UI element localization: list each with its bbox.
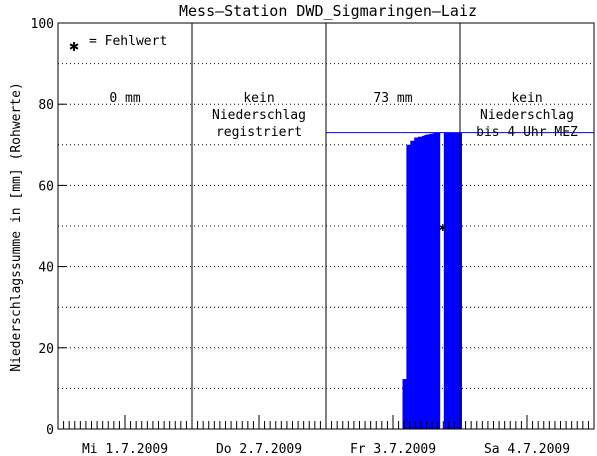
precipitation-bar <box>447 132 451 429</box>
day-annotation-line: kein <box>511 91 542 106</box>
precipitation-bar <box>453 132 456 429</box>
precipitation-bar <box>451 132 455 429</box>
day-label: Fr 3.7.2009 <box>350 442 436 456</box>
day-annotation-line: 73 mm <box>373 91 412 106</box>
day-annotation-line: kein <box>243 91 274 106</box>
precipitation-bar <box>414 137 417 429</box>
day-dividers <box>191 23 461 429</box>
legend: ✱ = Fehlwert <box>69 34 167 55</box>
day-annotations: 0 mm kein Niederschlag registriert 73 mm kein… <box>109 91 578 140</box>
y-tick-label: 100 <box>31 17 54 32</box>
precipitation-bar <box>437 132 441 429</box>
precipitation-bar <box>408 144 412 430</box>
precipitation-bar <box>424 135 427 429</box>
y-axis: 0 20 40 60 80 100 <box>31 17 66 438</box>
day-label: Mi 1.7.2009 <box>82 442 168 456</box>
y-tick-label: 40 <box>38 261 54 276</box>
x-axis-ticks <box>57 415 595 429</box>
precipitation-bar <box>455 132 459 429</box>
precipitation-bar <box>445 132 449 429</box>
precipitation-bar <box>418 136 421 429</box>
precipitation-bar <box>420 136 423 429</box>
precipitation-bar <box>422 135 425 430</box>
day-annotation-line: Niederschlag <box>480 108 574 123</box>
precipitation-bar <box>410 140 413 430</box>
precipitation-bar <box>435 132 439 429</box>
precipitation-bar <box>416 137 419 429</box>
precipitation-bar <box>459 132 462 429</box>
precipitation-bar <box>457 132 460 429</box>
day-annotation-line: 0 mm <box>109 91 140 106</box>
day-label: Sa 4.7.2009 <box>484 442 570 456</box>
precipitation-bar <box>402 379 406 429</box>
day-annotation-line: Niederschlag <box>212 108 306 123</box>
day-annotation-line: bis 4 Uhr MEZ <box>476 125 578 140</box>
precipitation-bar <box>412 140 416 430</box>
precipitation-series <box>402 132 462 430</box>
x-axis-day-labels: Mi 1.7.2009 Do 2.7.2009 Fr 3.7.2009 Sa 4.7.… <box>82 442 570 456</box>
missing-value-marker: ✱ <box>439 220 446 234</box>
y-axis-label: Niederschlagssumme in [mm] (Rohwerte) <box>9 82 24 372</box>
precipitation-bar <box>432 133 435 429</box>
precipitation-bar <box>406 144 409 430</box>
precipitation-bar <box>433 132 437 429</box>
legend-missing-symbol: ✱ <box>69 36 79 55</box>
chart-title: Mess–Station DWD_Sigmaringen–Laiz <box>179 2 477 20</box>
precipitation-bar <box>449 132 452 429</box>
precipitation-bar <box>425 134 429 429</box>
y-tick-label: 60 <box>38 179 54 194</box>
y-tick-label: 20 <box>38 342 54 357</box>
precipitation-bar <box>404 379 408 429</box>
precipitation-bar <box>428 134 431 429</box>
y-tick-label: 0 <box>46 423 54 438</box>
day-label: Do 2.7.2009 <box>216 442 302 456</box>
day-annotation-line: registriert <box>216 125 302 140</box>
precipitation-bar <box>443 132 447 429</box>
y-tick-label: 80 <box>38 98 54 113</box>
missing-value-markers: ✱ <box>439 220 446 234</box>
precipitation-bar <box>429 133 433 429</box>
legend-text: = Fehlwert <box>89 34 167 49</box>
